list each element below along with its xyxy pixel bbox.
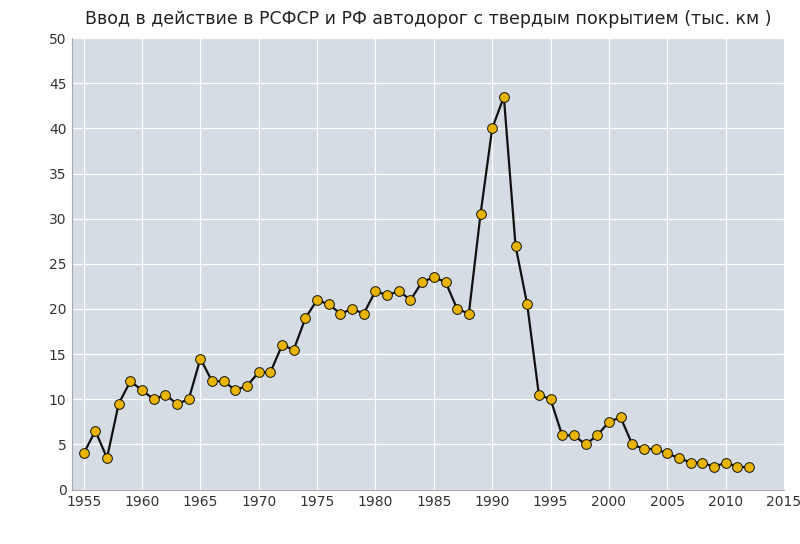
Title: Ввод в действие в РСФСР и РФ автодорог с твердым покрытием (тыс. км ): Ввод в действие в РСФСР и РФ автодорог с… [85,10,771,28]
